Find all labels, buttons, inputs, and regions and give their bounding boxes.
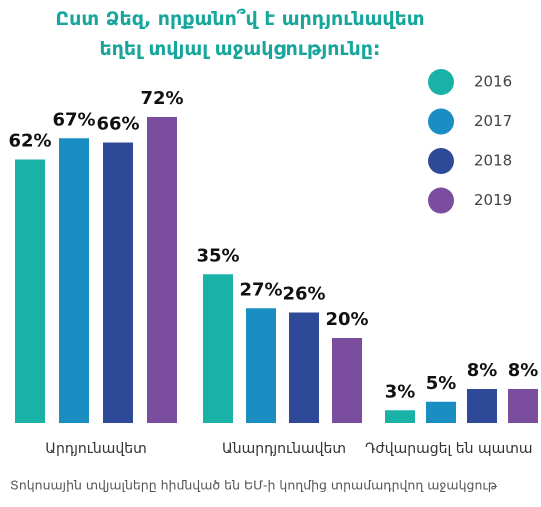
data-label: 8% bbox=[508, 360, 539, 381]
x-tick-label: Անարդյունավետ bbox=[222, 441, 346, 457]
data-label: 26% bbox=[282, 284, 325, 305]
data-label: 5% bbox=[426, 373, 457, 394]
bar bbox=[289, 312, 319, 423]
footnote: Տոկոսային տվյալները հիմնված են ԵՄ-ի կողմ… bbox=[10, 478, 498, 493]
chart-title: Ըստ Ձեզ, որքանո՞վ է արդյունավետ եղել տվյ… bbox=[55, 8, 425, 60]
data-label: 20% bbox=[325, 309, 368, 330]
bar bbox=[147, 117, 177, 423]
legend-marker bbox=[428, 187, 454, 214]
data-label: 3% bbox=[385, 381, 416, 402]
bar bbox=[332, 338, 362, 423]
legend-marker bbox=[428, 108, 454, 135]
bar bbox=[467, 389, 497, 423]
data-label: 67% bbox=[52, 109, 95, 130]
bar bbox=[103, 142, 133, 423]
legend-label: 2017 bbox=[474, 112, 512, 130]
bar bbox=[203, 274, 233, 423]
data-label: 8% bbox=[467, 360, 498, 381]
data-label: 35% bbox=[196, 245, 239, 266]
data-label: 66% bbox=[96, 114, 139, 135]
x-tick-label: Արդյունավետ bbox=[45, 441, 147, 457]
x-tick-label: Դժվարացել են պատա bbox=[365, 441, 533, 457]
legend-label: 2019 bbox=[474, 191, 512, 209]
data-label: 62% bbox=[8, 131, 51, 152]
legend-marker bbox=[428, 148, 454, 174]
bar bbox=[426, 401, 456, 423]
legend-label: 2018 bbox=[474, 152, 512, 170]
bar bbox=[59, 138, 89, 423]
data-label: 27% bbox=[239, 279, 282, 300]
data-label: 72% bbox=[140, 88, 183, 109]
bar bbox=[385, 410, 415, 423]
legend-label: 2016 bbox=[474, 73, 512, 91]
bar bbox=[15, 159, 45, 423]
bar bbox=[246, 308, 276, 423]
bar bbox=[508, 389, 538, 423]
legend-marker bbox=[428, 69, 454, 95]
